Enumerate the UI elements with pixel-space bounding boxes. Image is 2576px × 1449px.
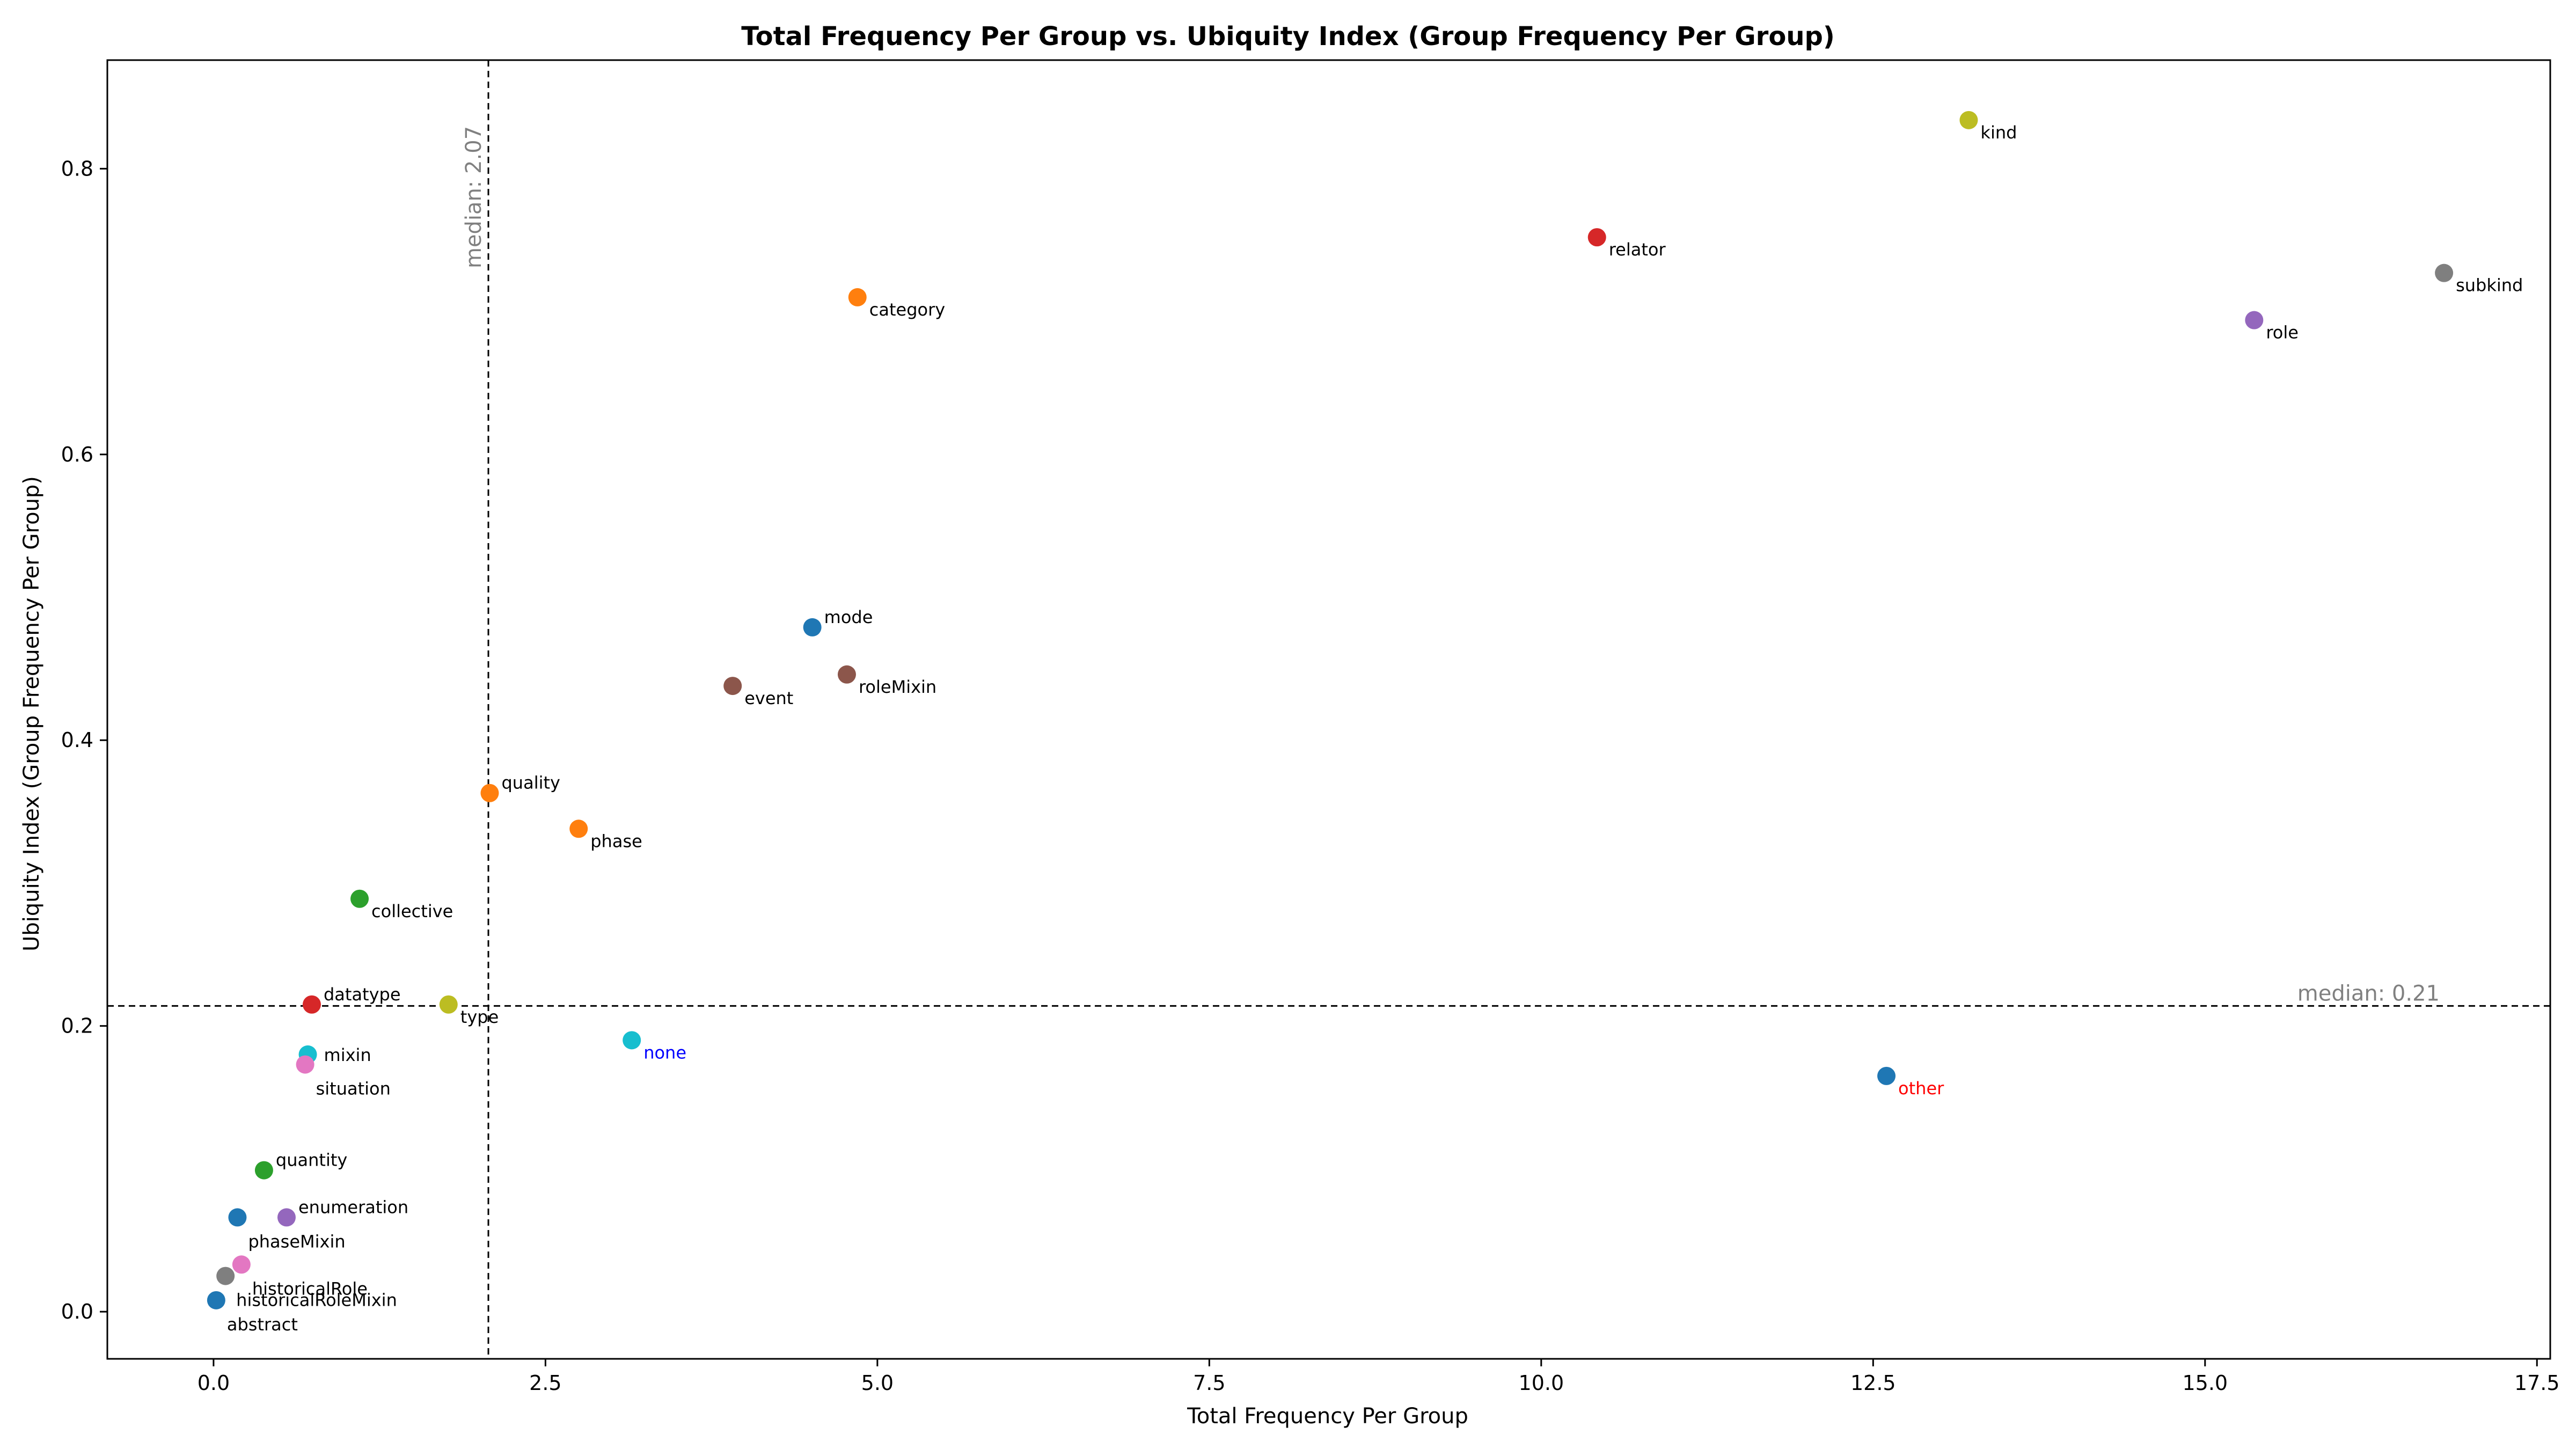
data-label-datatype: datatype [324,984,401,1005]
data-point-other [1877,1066,1896,1085]
x-tick-label: 17.5 [2514,1371,2560,1395]
data-point-role [2245,311,2264,330]
data-label-relator: relator [1609,239,1666,260]
data-point-labels: kind relator subkind category role mode roleMi… [227,122,2523,1335]
data-label-kind: kind [1980,122,2017,143]
data-label-roleMixin: roleMixin [859,677,936,697]
data-point-collective [350,889,369,908]
data-label-situation: situation [316,1079,391,1099]
data-point-situation [296,1055,314,1074]
y-tick-label: 0.4 [61,728,93,752]
y-tick-label: 0.0 [61,1300,93,1323]
data-point-abstract [207,1291,225,1309]
y-tick-label: 0.8 [61,157,93,180]
y-tick-label: 0.2 [61,1014,93,1038]
x-axis-ticks: 0.0 2.5 5.0 7.5 10.0 12.5 15.0 17.5 [197,1359,2560,1395]
data-point-mode [803,618,822,636]
median-lines: median: 2.07 median: 0.21 [107,60,2550,1359]
data-label-role: role [2266,323,2299,343]
data-label-historicalRoleMixin: historicalRoleMixin [236,1290,397,1311]
data-label-quality: quality [501,773,560,793]
data-label-mode: mode [824,607,873,627]
x-tick-label: 10.0 [1519,1371,1564,1395]
data-label-abstract: abstract [227,1314,298,1335]
data-label-quantity: quantity [276,1150,347,1170]
data-point-historicalRoleMixin [216,1267,235,1285]
data-point-enumeration [277,1208,296,1227]
data-label-enumeration: enumeration [298,1197,408,1217]
data-point-subkind [2435,264,2454,282]
y-tick-label: 0.6 [61,443,93,466]
data-point-phase [569,819,588,838]
y-axis-ticks: 0.0 0.2 0.4 0.6 0.8 [61,157,107,1323]
data-point-quantity [254,1161,273,1180]
chart-title: Total Frequency Per Group vs. Ubiquity I… [741,21,1835,52]
data-label-phase: phase [590,831,642,851]
median-y-label: median: 0.21 [2297,981,2440,1006]
x-tick-label: 7.5 [1193,1371,1225,1395]
data-point-none [623,1031,641,1050]
data-label-phaseMixin: phaseMixin [248,1231,345,1252]
data-label-mixin: mixin [324,1045,371,1065]
data-label-category: category [869,299,945,320]
data-label-event: event [744,688,793,708]
data-label-type: type [460,1007,499,1027]
x-tick-label: 2.5 [529,1371,561,1395]
median-x-label: median: 2.07 [462,126,486,268]
data-point-relator [1587,228,1606,247]
data-label-subkind: subkind [2456,275,2523,296]
data-point-roleMixin [837,665,856,684]
data-label-collective: collective [371,901,453,921]
data-label-other: other [1898,1078,1944,1099]
data-point-event [723,677,742,696]
x-tick-label: 0.0 [197,1371,230,1395]
data-point-category [848,288,867,306]
x-tick-label: 15.0 [2182,1371,2228,1395]
data-point-phaseMixin [228,1208,247,1227]
x-tick-label: 5.0 [861,1371,894,1395]
data-point-datatype [302,995,321,1014]
x-tick-label: 12.5 [1850,1371,1896,1395]
data-point-historicalRole [232,1255,251,1274]
data-point-kind [1959,111,1978,129]
data-point-type [439,995,458,1014]
data-label-historicalRole: historicalRole [252,1278,368,1299]
plot-area-frame [106,59,2551,1360]
x-axis-label: Total Frequency Per Group [1187,1404,1468,1429]
data-points [207,111,2454,1309]
data-point-quality [480,784,499,802]
y-axis-label: Ubiquity Index (Group Frequency Per Grou… [19,476,44,952]
data-label-none: none [643,1042,686,1063]
